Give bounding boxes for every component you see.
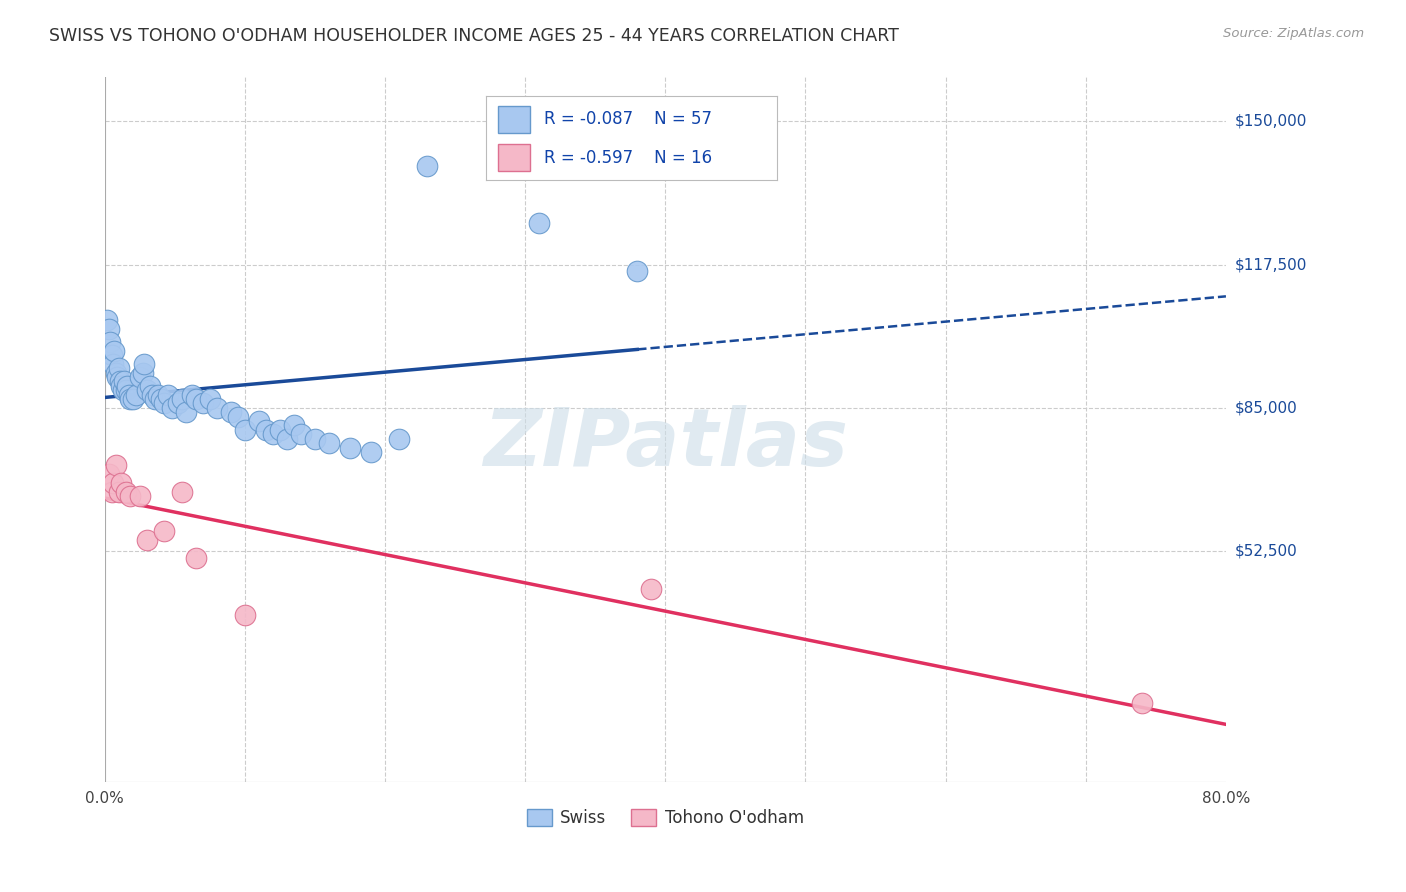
Point xyxy=(262,427,284,442)
Point xyxy=(360,445,382,459)
Point xyxy=(128,489,150,503)
Point xyxy=(247,414,270,428)
Point xyxy=(128,370,150,384)
Point xyxy=(180,387,202,401)
Point xyxy=(97,467,120,481)
Point xyxy=(121,392,143,406)
Point xyxy=(233,607,256,622)
Point xyxy=(254,423,277,437)
Point xyxy=(104,458,127,472)
Text: Source: ZipAtlas.com: Source: ZipAtlas.com xyxy=(1223,27,1364,40)
Point xyxy=(117,387,139,401)
Point xyxy=(304,432,326,446)
Point xyxy=(152,396,174,410)
Point xyxy=(276,432,298,446)
Point xyxy=(388,432,411,446)
Point xyxy=(219,405,242,419)
Point xyxy=(131,366,153,380)
Text: SWISS VS TOHONO O'ODHAM HOUSEHOLDER INCOME AGES 25 - 44 YEARS CORRELATION CHART: SWISS VS TOHONO O'ODHAM HOUSEHOLDER INCO… xyxy=(49,27,898,45)
Point xyxy=(111,383,134,397)
Point xyxy=(226,409,249,424)
Point xyxy=(107,361,129,376)
Point xyxy=(160,401,183,415)
Point xyxy=(112,375,135,389)
Point xyxy=(110,475,132,490)
Point xyxy=(166,396,188,410)
Point xyxy=(198,392,221,406)
Point xyxy=(640,582,662,596)
Point xyxy=(205,401,228,415)
Legend: Swiss, Tohono O'odham: Swiss, Tohono O'odham xyxy=(520,803,810,834)
Point xyxy=(626,264,648,278)
Point xyxy=(269,423,291,437)
Point xyxy=(101,475,124,490)
Point xyxy=(143,392,166,406)
Point xyxy=(174,405,197,419)
Point xyxy=(1130,696,1153,710)
Point xyxy=(108,375,131,389)
Point xyxy=(114,484,136,499)
Point xyxy=(97,321,120,335)
Point xyxy=(101,357,124,371)
Point xyxy=(152,524,174,539)
Point xyxy=(184,550,207,565)
Point xyxy=(290,427,312,442)
Text: $150,000: $150,000 xyxy=(1234,114,1306,129)
Point xyxy=(339,441,361,455)
Point xyxy=(118,392,141,406)
Point xyxy=(104,366,127,380)
Point xyxy=(110,379,132,393)
Point xyxy=(233,423,256,437)
Point xyxy=(527,216,550,230)
Point xyxy=(114,383,136,397)
Point xyxy=(100,348,122,362)
Point xyxy=(184,392,207,406)
Text: ZIPatlas: ZIPatlas xyxy=(482,405,848,483)
Point xyxy=(283,418,305,433)
Point xyxy=(118,489,141,503)
Point xyxy=(103,343,125,358)
Text: $117,500: $117,500 xyxy=(1234,257,1306,272)
Point xyxy=(170,392,193,406)
Point xyxy=(149,392,172,406)
Point xyxy=(416,159,439,173)
Point xyxy=(191,396,214,410)
Point xyxy=(135,533,157,547)
Point xyxy=(135,383,157,397)
Point xyxy=(146,387,169,401)
Point xyxy=(138,379,160,393)
Point xyxy=(100,484,122,499)
Point xyxy=(98,334,121,349)
Point xyxy=(170,484,193,499)
Point xyxy=(105,370,128,384)
Text: $85,000: $85,000 xyxy=(1234,401,1296,416)
Text: $52,500: $52,500 xyxy=(1234,543,1296,558)
Point xyxy=(141,387,163,401)
Point xyxy=(107,484,129,499)
Point xyxy=(318,436,340,450)
Point xyxy=(124,387,146,401)
Point xyxy=(115,379,138,393)
Point xyxy=(132,357,155,371)
Point xyxy=(156,387,179,401)
Point xyxy=(96,312,118,326)
